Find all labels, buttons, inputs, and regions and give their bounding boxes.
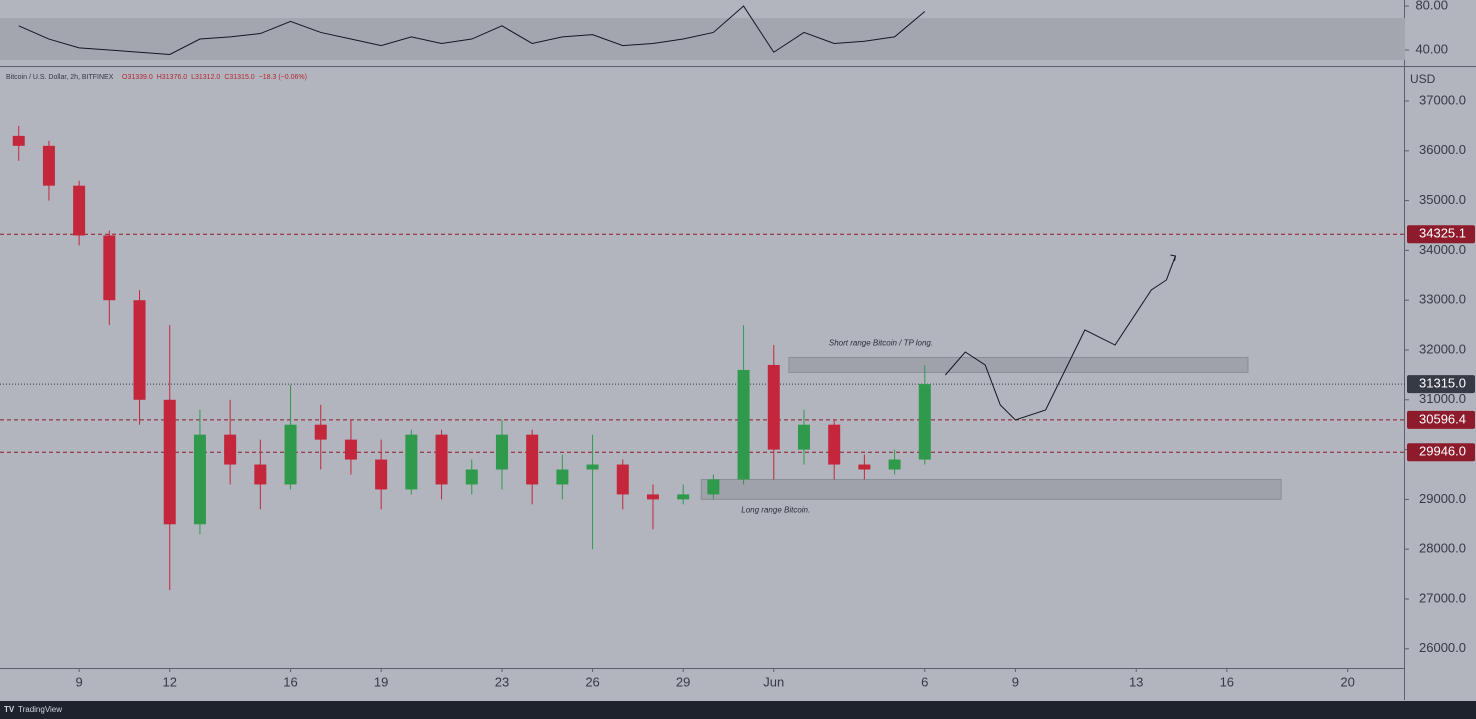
rsi-tick-label: 80.00	[1415, 0, 1448, 12]
candle-body	[677, 494, 690, 500]
x-tick-label: 12	[163, 674, 177, 689]
candle-body	[254, 464, 267, 485]
candle-body	[526, 434, 539, 485]
candle-body	[616, 464, 629, 495]
candle-body	[858, 464, 871, 470]
y-tick-label: 35000.0	[1419, 192, 1466, 207]
x-tick-label: 13	[1129, 674, 1143, 689]
candle-body	[465, 469, 478, 485]
candle-body	[375, 459, 388, 490]
candle-body	[284, 424, 297, 485]
candle-body	[767, 364, 780, 450]
candle-body	[224, 434, 237, 465]
x-tick-label: 9	[1012, 674, 1019, 689]
price-level-tag	[1407, 410, 1475, 429]
chart-title: Bitcoin / U.S. Dollar, 2h, BITFINEX	[6, 74, 114, 81]
zone-label: Short range Bitcoin / TP long.	[829, 339, 933, 348]
projection-path	[944, 255, 1176, 421]
price-level-tag	[1407, 375, 1475, 394]
ohlc-value: L31312.0	[191, 74, 220, 81]
candle-body	[133, 300, 146, 400]
currency-label: USD	[1410, 72, 1436, 86]
y-tick-label: 34000.0	[1419, 242, 1466, 257]
candle-body	[314, 424, 327, 440]
candle-body	[495, 434, 508, 470]
x-tick-label: Jun	[763, 674, 784, 689]
price-level-tag	[1407, 225, 1475, 244]
rsi-band	[0, 18, 1405, 60]
brand-logo: TV	[4, 705, 15, 714]
candle-body	[42, 145, 55, 186]
candle-body	[797, 424, 810, 450]
y-tick-label: 33000.0	[1419, 292, 1466, 307]
y-tick-label: 26000.0	[1419, 640, 1466, 655]
candle-body	[435, 434, 448, 485]
y-tick-label: 29000.0	[1419, 491, 1466, 506]
x-tick-label: 29	[676, 674, 690, 689]
x-tick-label: 16	[1220, 674, 1234, 689]
candle-body	[646, 494, 659, 500]
zone-label: Long range Bitcoin.	[741, 505, 810, 514]
y-tick-label: 27000.0	[1419, 590, 1466, 605]
x-tick-label: 6	[921, 674, 928, 689]
x-tick-label: 16	[283, 674, 297, 689]
y-tick-label: 28000.0	[1419, 541, 1466, 556]
price-level-tag	[1407, 443, 1475, 462]
zone	[700, 478, 1282, 500]
ohlc-value: H31376.0	[157, 74, 187, 81]
candle-body	[405, 434, 418, 490]
y-tick-label: 36000.0	[1419, 142, 1466, 157]
y-tick-label: 31000.0	[1419, 391, 1466, 406]
candle-body	[73, 185, 86, 236]
projection-arrowhead	[1170, 254, 1177, 262]
candle-body	[828, 424, 841, 465]
footer-bar	[0, 701, 1476, 719]
candle-body	[918, 384, 931, 460]
candle-body	[163, 399, 176, 525]
y-tick-label: 37000.0	[1419, 92, 1466, 107]
price-level-label: 29946.0	[1419, 444, 1466, 459]
price-level-label: 31315.0	[1419, 376, 1466, 391]
rsi-tick-label: 40.00	[1415, 41, 1448, 56]
x-tick-label: 26	[585, 674, 599, 689]
candle-body	[556, 469, 569, 485]
ohlc-value: C31315.0	[224, 74, 254, 81]
candle-body	[12, 135, 25, 146]
price-level-label: 34325.1	[1419, 226, 1466, 241]
rsi-line	[18, 5, 926, 55]
zone	[788, 356, 1249, 373]
brand: TradingView	[18, 705, 62, 714]
x-tick-label: 9	[76, 674, 83, 689]
price-level-label: 30596.4	[1419, 411, 1466, 426]
candle-body	[888, 459, 901, 470]
y-tick-label: 32000.0	[1419, 341, 1466, 356]
x-tick-label: 20	[1340, 674, 1354, 689]
candle-body	[586, 464, 599, 470]
x-tick-label: 19	[374, 674, 388, 689]
x-tick-label: 23	[495, 674, 509, 689]
candle-body	[707, 479, 720, 495]
candle-body	[344, 439, 357, 460]
ohlc-value: O31339.0	[122, 74, 153, 81]
candle-body	[737, 369, 750, 480]
ohlc-value: −18.3 (−0.06%)	[259, 74, 307, 81]
candle-body	[193, 434, 206, 525]
candle-body	[103, 235, 116, 301]
